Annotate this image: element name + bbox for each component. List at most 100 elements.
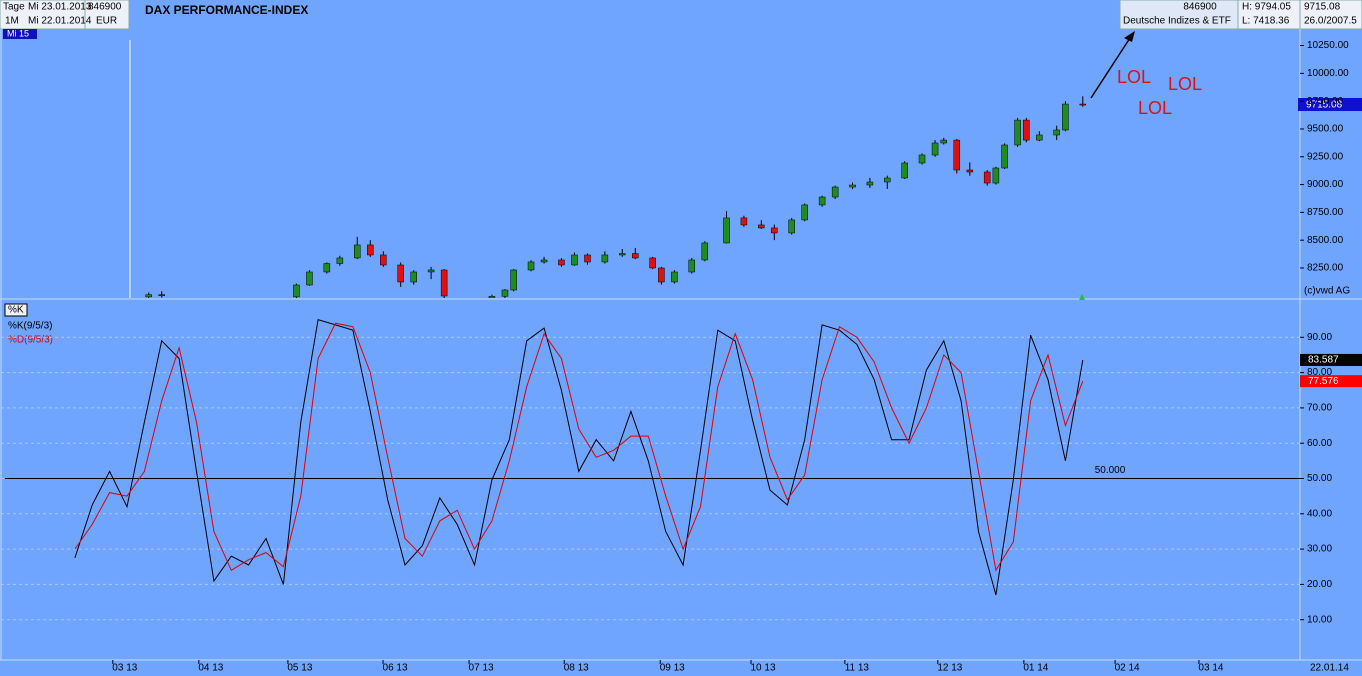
legend-label: %K(9/5/3) bbox=[8, 321, 52, 332]
y-tick-label: 30.00 bbox=[1307, 544, 1332, 555]
x-tick-label: 02 14 bbox=[1115, 663, 1140, 674]
candle-body bbox=[397, 264, 404, 283]
candle-body bbox=[1036, 134, 1043, 141]
period-label: Tage bbox=[3, 2, 25, 13]
annotation: LOL bbox=[1138, 98, 1172, 118]
x-tick-label: 01 14 bbox=[1023, 663, 1048, 674]
line-series bbox=[74, 319, 1084, 596]
x-tick-label: 05 13 bbox=[287, 663, 312, 674]
date-label: 22.01.14 bbox=[1310, 663, 1349, 674]
x-tick-label: 03 13 bbox=[112, 663, 137, 674]
y-tick-label: 8250.00 bbox=[1307, 263, 1344, 274]
candle-body bbox=[1062, 103, 1069, 131]
arrow-head bbox=[1124, 31, 1135, 42]
y-tick-label: 10000.00 bbox=[1307, 68, 1349, 79]
candle-body bbox=[788, 219, 795, 234]
candle-body bbox=[953, 139, 961, 171]
x-tick-label: 10 13 bbox=[751, 663, 776, 674]
currency: EUR bbox=[96, 16, 117, 27]
y-tick-label: 9000.00 bbox=[1307, 179, 1344, 190]
candle-body bbox=[1053, 129, 1060, 136]
header-box bbox=[1119, 0, 1239, 30]
candle-body bbox=[323, 263, 331, 273]
y-tick-label: 80.00 bbox=[1307, 367, 1332, 378]
candle-body bbox=[758, 224, 765, 229]
candle-body bbox=[510, 269, 517, 291]
price-tag-label: 9715.08 bbox=[1306, 100, 1343, 111]
candle-body bbox=[410, 271, 417, 283]
candle-body bbox=[293, 284, 300, 298]
exchange: Deutsche Indizes & ETF bbox=[1123, 16, 1231, 27]
y-tick-label: 9500.00 bbox=[1307, 124, 1344, 135]
marker bbox=[1079, 294, 1085, 300]
candle-body bbox=[849, 184, 856, 188]
candle-body bbox=[992, 167, 1000, 184]
candle-body bbox=[380, 254, 387, 266]
cursor-label: Mi 15 bbox=[7, 28, 29, 38]
y-tick-label: 70.00 bbox=[1307, 403, 1332, 414]
arrow bbox=[1090, 37, 1131, 99]
value-tag-label: 83.587 bbox=[1308, 355, 1339, 366]
header-box bbox=[84, 0, 130, 30]
y-tick-label: 90.00 bbox=[1307, 332, 1332, 343]
right-id: 846900 bbox=[1183, 2, 1217, 13]
cursor-box bbox=[3, 29, 37, 39]
high: H: 9794.05 bbox=[1242, 2, 1291, 13]
candle-body bbox=[540, 259, 548, 263]
plot-area bbox=[145, 96, 1087, 298]
y-tick-label: 10250.00 bbox=[1307, 40, 1349, 51]
x-tick-label: 06 13 bbox=[383, 663, 408, 674]
y-tick-label: 9250.00 bbox=[1307, 151, 1344, 162]
candle-body bbox=[1079, 103, 1087, 106]
panel-label: %K bbox=[8, 305, 24, 316]
candle-body bbox=[866, 181, 874, 186]
candle-body bbox=[158, 294, 165, 297]
panel-label-box bbox=[4, 303, 28, 317]
candle-body bbox=[1014, 119, 1021, 146]
candle-body bbox=[488, 296, 496, 298]
candle-body bbox=[501, 289, 509, 297]
change: 26.0/2007.5 bbox=[1304, 16, 1357, 27]
annotation: LOL bbox=[1168, 74, 1202, 94]
security-id: 846900 bbox=[88, 2, 122, 13]
y-tick-label: 50.00 bbox=[1307, 473, 1332, 484]
candle-body bbox=[571, 254, 578, 266]
candle-body bbox=[918, 154, 926, 164]
candle-body bbox=[671, 271, 678, 283]
candle-body bbox=[1023, 119, 1030, 141]
candle-body bbox=[619, 253, 626, 256]
candle-body bbox=[884, 177, 891, 183]
chart-title: DAX PERFORMANCE-INDEX bbox=[145, 3, 308, 17]
start-date: Mi 23.01.2013 bbox=[28, 2, 92, 13]
line-series bbox=[74, 322, 1084, 572]
y-tick-label: 8500.00 bbox=[1307, 235, 1344, 246]
candle-body bbox=[723, 217, 730, 244]
x-tick-label: 09 13 bbox=[660, 663, 685, 674]
end-date: Mi 22.01.2014 bbox=[28, 16, 92, 27]
x-tick-label: 04 13 bbox=[198, 663, 223, 674]
x-tick-label: 03 14 bbox=[1198, 663, 1223, 674]
y-tick-label: 8750.00 bbox=[1307, 207, 1344, 218]
source: (c)vwd AG bbox=[1304, 286, 1350, 297]
legend-label: %D(9/5/3) bbox=[8, 335, 53, 346]
candle-body bbox=[440, 269, 448, 297]
value-tag bbox=[1300, 353, 1362, 366]
y-tick-label: 10.00 bbox=[1307, 614, 1332, 625]
candle-body bbox=[818, 196, 826, 206]
y-tick-label: 60.00 bbox=[1307, 438, 1332, 449]
candle-body bbox=[771, 227, 778, 234]
candle-body bbox=[353, 244, 361, 259]
candle-body bbox=[427, 269, 435, 273]
y-tick-label: 9750.00 bbox=[1307, 96, 1344, 107]
x-tick-label: 11 13 bbox=[845, 663, 870, 674]
candle-body bbox=[901, 162, 908, 179]
candle-body bbox=[983, 171, 991, 184]
annotation: LOL bbox=[1117, 67, 1151, 87]
candle-body bbox=[527, 261, 535, 271]
candle-body bbox=[658, 267, 665, 283]
candle-body bbox=[649, 257, 656, 269]
low: L: 7418.36 bbox=[1242, 16, 1290, 27]
candle-body bbox=[740, 217, 748, 226]
value-tag-label: 77.576 bbox=[1308, 376, 1339, 387]
candle-body bbox=[931, 142, 939, 156]
